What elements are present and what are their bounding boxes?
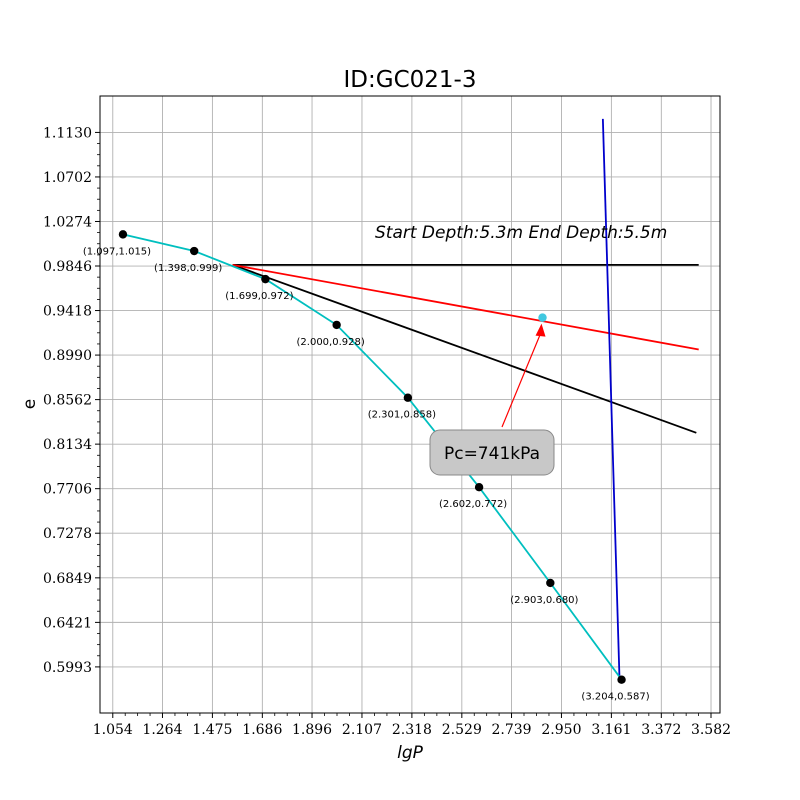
data-point (261, 274, 270, 284)
y-tick-label: 0.7706 (43, 482, 92, 498)
data-point-label: (2.301,0.858) (368, 410, 436, 421)
x-tick-label: 2.318 (392, 722, 432, 738)
x-tick-label: 2.739 (491, 722, 531, 738)
y-tick-label: 0.9418 (43, 304, 92, 320)
x-tick-label: 1.686 (242, 722, 282, 738)
chart-title: ID:GC021-3 (344, 67, 477, 93)
y-tick-label: 1.1130 (43, 125, 92, 141)
data-point (617, 675, 626, 684)
axis-ticks: 1.054 1.264 1.475 1.686 1.896 2.107 2.318 2.529… (43, 125, 731, 738)
x-tick-label: 2.107 (342, 722, 382, 738)
y-tick-label: 0.5993 (43, 660, 92, 676)
data-point-label: (3.204,0.587) (581, 692, 649, 703)
x-tick-label: 3.161 (591, 722, 631, 738)
y-tick-label: 0.9846 (43, 259, 92, 275)
pc-label: Pc=741kPa (444, 444, 540, 464)
x-tick-label: 2.950 (541, 722, 581, 738)
x-tick-label: 1.264 (142, 722, 182, 738)
pc-arrow-shaft (501, 333, 542, 428)
y-tick-label: 1.0702 (43, 170, 92, 186)
data-point (189, 246, 199, 256)
depth-annotation: Start Depth:5.3m End Depth:5.5m (375, 223, 667, 243)
data-point (546, 578, 555, 588)
y-tick-label: 0.6421 (43, 615, 92, 631)
x-tick-label: 1.896 (292, 722, 332, 738)
y-tick-label: 0.8562 (43, 393, 92, 409)
data-point-label: (1.699,0.972) (225, 291, 293, 302)
e-lgp-curve (122, 233, 623, 681)
x-tick-label: 3.582 (691, 722, 731, 738)
bisector-line (232, 263, 699, 351)
data-point (118, 230, 128, 239)
x-tick-label: 1.054 (93, 722, 133, 738)
data-point-label: (1.398,0.999) (154, 263, 222, 274)
y-tick-label: 0.7278 (43, 526, 92, 542)
y-tick-label: 0.8990 (43, 348, 92, 364)
tangent-line (232, 264, 697, 434)
compression-line (601, 118, 621, 677)
annotations: Pc=741kPa Start Depth:5.3m End Depth:5.5m (375, 223, 667, 476)
data-point-label: (2.000,0.928) (297, 337, 365, 348)
data-point-label: (2.903,0.680) (510, 595, 578, 606)
y-tick-label: 1.0274 (43, 214, 92, 230)
data-points: (1.097,1.015)(1.398,0.999) (1.699,0.972) (… (83, 230, 650, 703)
data-point (332, 320, 341, 330)
x-tick-label: 3.372 (641, 722, 681, 738)
y-tick-label: 0.6849 (43, 571, 92, 587)
pc-arrow-head (535, 323, 546, 337)
y-axis-label: e (20, 399, 40, 409)
x-tick-label: 1.475 (192, 722, 232, 738)
pc-point (538, 313, 547, 322)
data-point (474, 483, 484, 492)
data-point-label: (1.097,1.015) (83, 246, 151, 257)
grid (100, 96, 720, 713)
data-point (403, 393, 413, 402)
plot-frame (99, 95, 721, 714)
x-tick-label: 2.529 (442, 722, 482, 738)
data-point-label: (2.602,0.772) (439, 499, 507, 510)
y-tick-label: 0.8134 (43, 437, 92, 453)
x-axis-label: lgP (397, 743, 424, 763)
data-lines (122, 118, 699, 681)
pc-label-box (429, 429, 555, 476)
